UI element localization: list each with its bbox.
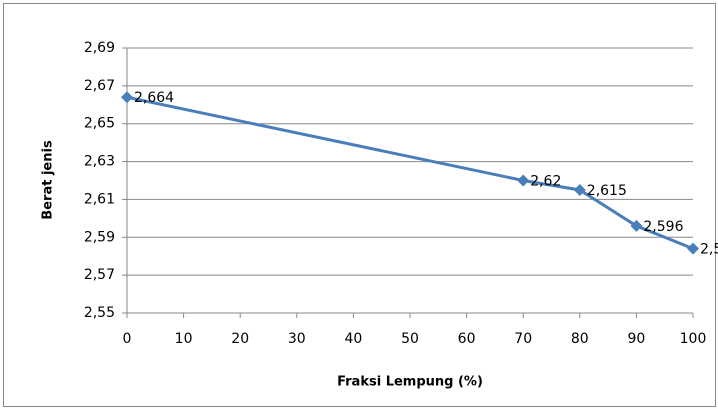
data-marker: [517, 174, 530, 187]
y-tick-label: 2,55: [84, 305, 115, 321]
y-tick-label: 2,59: [84, 229, 115, 245]
x-tick-label: 50: [401, 331, 419, 347]
y-tick-label: 2,57: [84, 267, 115, 283]
x-tick-label: 70: [514, 331, 532, 347]
data-label: 2,596: [643, 219, 683, 235]
x-tick-label: 80: [571, 331, 589, 347]
x-tick-label: 100: [680, 331, 707, 347]
x-axis-title: Fraksi Lempung (%): [337, 375, 483, 390]
x-tick-label: 30: [288, 331, 306, 347]
x-tick-label: 0: [123, 331, 132, 347]
y-tick-label: 2,63: [84, 154, 115, 170]
y-tick-label: 2,65: [84, 116, 115, 132]
data-label: 2,584: [700, 242, 718, 258]
data-label: 2,664: [134, 90, 174, 106]
data-marker: [687, 242, 699, 255]
x-tick-label: 60: [458, 331, 476, 347]
y-tick-label: 2,61: [84, 191, 115, 207]
x-tick-label: 40: [344, 331, 362, 347]
data-marker: [630, 219, 643, 232]
y-tick-label: 2,69: [84, 40, 115, 56]
x-tick-label: 90: [627, 331, 645, 347]
x-tick-label: 10: [175, 331, 193, 347]
y-axis-title: Berat jenis: [41, 140, 56, 220]
data-marker: [121, 91, 133, 104]
data-label: 2,62: [530, 174, 561, 190]
data-label: 2,615: [587, 183, 627, 199]
x-tick-label: 20: [231, 331, 249, 347]
data-marker: [573, 183, 586, 196]
chart-frame: [3, 3, 716, 407]
y-tick-label: 2,67: [84, 78, 115, 94]
